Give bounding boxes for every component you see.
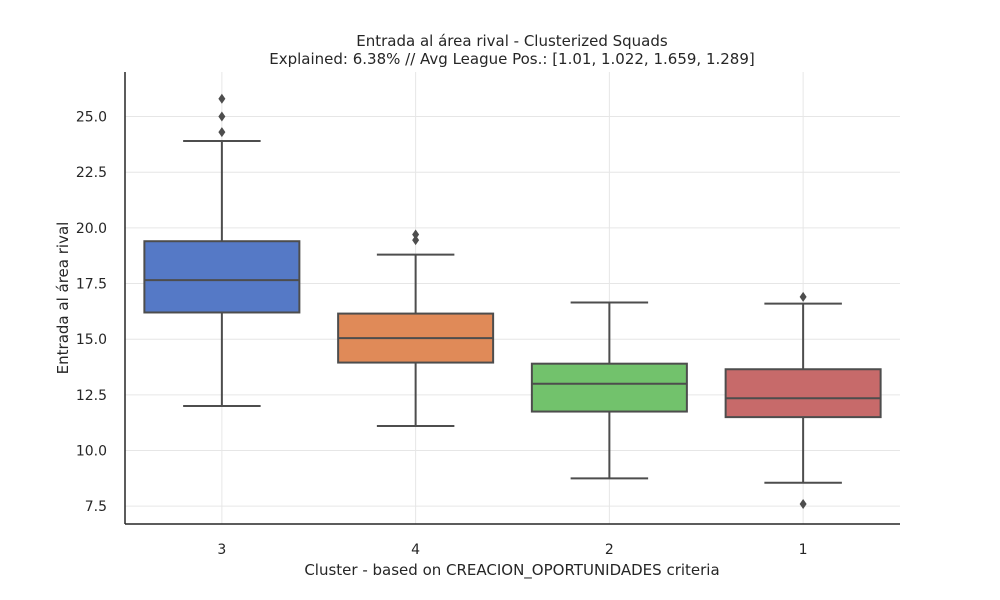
chart-title: Entrada al área rival - Clusterized Squa… [356,32,668,50]
box-cluster-1 [724,291,882,509]
outlier-point [799,291,807,302]
outlier-point [799,498,807,509]
box-plot-series [143,93,882,509]
box-iqr [143,240,301,314]
x-tick-label: 3 [217,542,226,558]
chart-subtitle: Explained: 6.38% // Avg League Pos.: [1.… [269,50,755,68]
y-tick-label: 7.5 [85,499,107,515]
y-tick-label: 15.0 [76,332,107,348]
outlier-point [218,111,226,122]
y-tick-label: 10.0 [76,444,107,460]
x-tick-label: 2 [605,542,614,558]
y-tick-label: 17.5 [76,277,107,293]
outlier-point [412,229,420,240]
outlier-point [412,235,420,246]
y-axis-label: Entrada al área rival [54,222,72,375]
grid-lines [125,72,900,524]
y-tick-label: 12.5 [76,388,107,404]
x-tick-label: 1 [799,542,808,558]
box-iqr [724,368,882,419]
box-iqr [530,362,688,413]
outlier-point [218,93,226,104]
outlier-point [218,127,226,138]
box-cluster-4 [337,229,495,428]
axes [124,72,900,525]
y-tick-labels: 7.5 10.0 12.5 15.0 17.5 20.0 22.5 25.0 [76,110,107,516]
y-tick-label: 20.0 [76,221,107,237]
box-cluster-2 [530,301,688,480]
y-tick-label: 22.5 [76,165,107,181]
x-axis-label: Cluster - based on CREACION_OPORTUNIDADE… [304,561,719,580]
y-tick-label: 25.0 [76,110,107,126]
x-tick-label: 4 [411,542,420,558]
x-tick-labels: 3 4 2 1 [217,542,807,558]
box-cluster-3 [143,93,301,407]
